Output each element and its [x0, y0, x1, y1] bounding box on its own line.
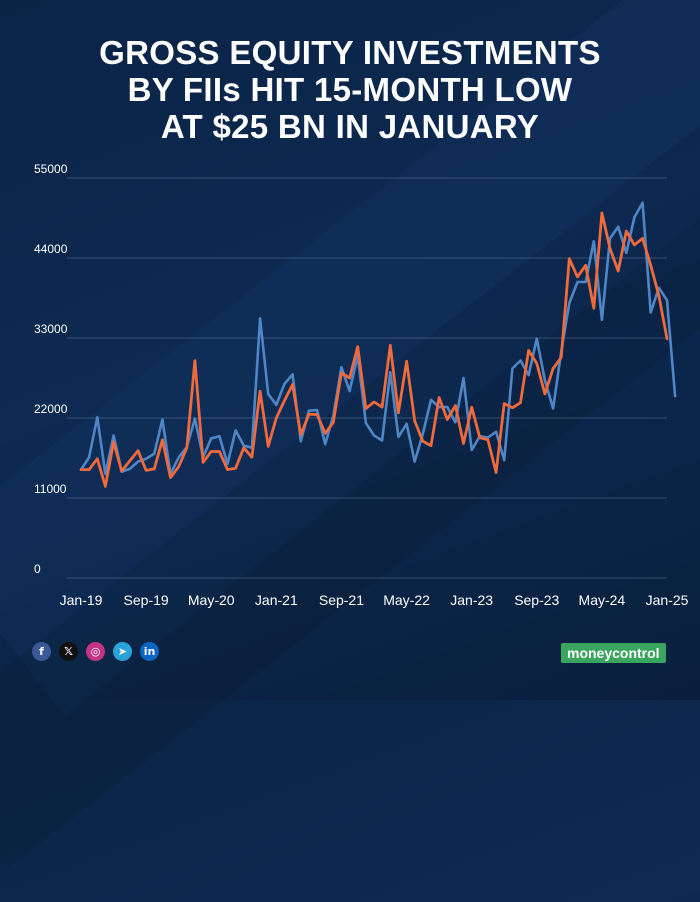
chart-title-line-2: BY FIIs HIT 15-MONTH LOW	[127, 71, 573, 108]
x-tick-label: Sep-23	[514, 592, 559, 608]
x-tick-label: May-22	[383, 592, 430, 608]
series-line-1	[79, 201, 677, 476]
x-tick-label: Jan-21	[255, 592, 298, 608]
chart-title-line-1: GROSS EQUITY INVESTMENTS	[99, 34, 601, 71]
x-tick-label: Sep-19	[124, 592, 169, 608]
y-tick-label: 44000	[34, 242, 68, 256]
x-axis-tick-labels: Jan-19 Sep-19 May-20 Jan-21 Sep-21 May-22 Jan-…	[60, 592, 689, 608]
y-tick-label: 33000	[34, 322, 68, 336]
gridlines	[67, 177, 667, 579]
chart-title: GROSS EQUITY INVESTMENTS BY FIIs HIT 15-…	[0, 34, 700, 145]
y-tick-label: 11000	[34, 482, 67, 496]
y-tick-label: 22000	[34, 402, 68, 416]
x-tick-label: May-20	[188, 592, 235, 608]
social-icons: f 𝕏 ◎ ➤ in	[32, 642, 159, 661]
moneycontrol-logo[interactable]: moneycontrol	[561, 643, 666, 663]
x-tick-label: Jan-25	[646, 592, 689, 608]
footer: f 𝕏 ◎ ➤ in moneycontrol	[0, 640, 700, 670]
x-tick-label: Jan-19	[60, 592, 103, 608]
y-axis-tick-labels: 0 11000 22000 33000 44000 55000	[34, 162, 68, 576]
series-line-2	[79, 211, 669, 488]
x-icon[interactable]: 𝕏	[59, 642, 78, 661]
instagram-icon[interactable]: ◎	[86, 642, 105, 661]
telegram-icon[interactable]: ➤	[113, 642, 132, 661]
x-tick-label: Sep-21	[319, 592, 364, 608]
y-tick-label: 55000	[34, 162, 68, 176]
y-tick-label: 0	[34, 562, 41, 576]
chart-title-line-3: AT $25 BN IN JANUARY	[160, 108, 540, 145]
x-tick-label: May-24	[579, 592, 626, 608]
series-lines	[79, 201, 677, 488]
linkedin-icon[interactable]: in	[140, 642, 159, 661]
x-tick-label: Jan-23	[450, 592, 493, 608]
line-chart: 0 11000 22000 33000 44000 55000 Jan-19 Sep-19 M…	[34, 162, 689, 608]
facebook-icon[interactable]: f	[32, 642, 51, 661]
